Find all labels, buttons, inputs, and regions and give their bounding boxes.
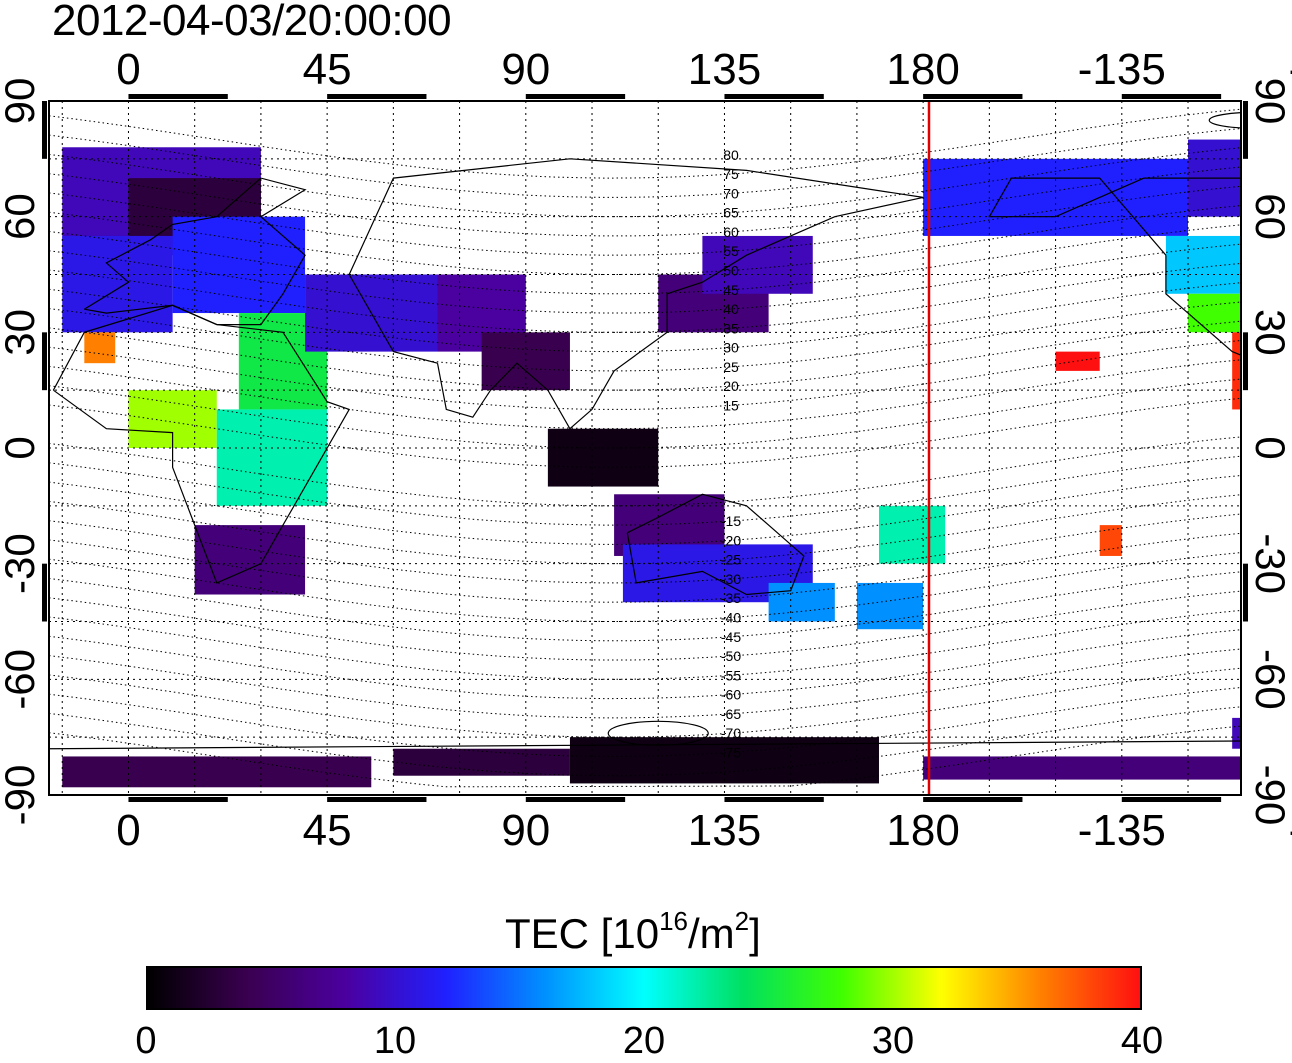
dip-contour-label: -40 [721, 610, 741, 626]
dip-contour-label: -65 [721, 706, 741, 722]
top-lon-label: 90 [501, 45, 550, 94]
right-lat-label: 0 [1247, 436, 1292, 459]
coastline [52, 304, 351, 584]
tec-patch [1188, 293, 1241, 333]
tec-patch [878, 505, 946, 564]
dip-contour-label: 40 [723, 301, 739, 317]
dip-contour-label: 20 [723, 378, 739, 394]
top-lon-label: -90 [1289, 45, 1292, 94]
tec-patch [62, 235, 173, 333]
tec-patches [62, 139, 1241, 788]
dip-contour-label: 75 [723, 166, 739, 182]
dip-contour-label: -70 [721, 725, 741, 741]
right-lat-label: -60 [1247, 649, 1292, 710]
dip-contour-label: 70 [723, 185, 739, 201]
top-lon-label: 45 [303, 45, 352, 94]
left-lat-label: 0 [0, 436, 43, 459]
tec-patch [393, 748, 570, 776]
right-lat-label: 30 [1247, 309, 1292, 356]
dip-contour-label: -60 [721, 687, 741, 703]
lat-lon-grid [49, 101, 1241, 795]
map-frame [48, 100, 1242, 796]
colorbar-tick-30: 30 [871, 1020, 915, 1062]
tec-patch [216, 409, 328, 506]
top-lon-label: 180 [886, 45, 959, 94]
tec-patch [62, 756, 372, 788]
dip-contour-label: -20 [721, 532, 741, 548]
top-lon-label: 0 [116, 45, 140, 94]
left-lat-label: -60 [0, 649, 43, 710]
dip-contour-label: 55 [723, 243, 739, 259]
colorbar-tick-40: 40 [1120, 1020, 1164, 1062]
tec-patch [1099, 525, 1122, 556]
right-lat-label: -90 [1247, 765, 1292, 826]
right-latitude-labels: 90 60 30 0 -30 -60 -90 [1247, 78, 1292, 826]
dip-contour-label: -75 [721, 744, 741, 760]
left-latitude-labels: 90 60 30 0 -30 -60 -90 [0, 78, 43, 826]
dip-contour-label: 80 [723, 147, 739, 163]
tec-patch [1165, 235, 1241, 294]
tec-patch [856, 582, 924, 630]
tec-patch [923, 756, 1241, 780]
bottom-lon-label: -90 [1289, 806, 1292, 855]
dip-contour-label: -55 [721, 667, 741, 683]
dip-contour-label: -45 [721, 629, 741, 645]
coastline [1208, 112, 1241, 129]
colorbar-tick-20: 20 [622, 1020, 666, 1062]
dip-contour-label: -35 [721, 590, 741, 606]
dip-contour-label: -25 [721, 552, 741, 568]
dip-contour-label: 65 [723, 205, 739, 221]
right-lat-label: 60 [1247, 193, 1292, 240]
tec-patch [84, 332, 116, 364]
dip-contour-label: -30 [721, 571, 741, 587]
tec-patch [547, 428, 659, 487]
dip-contour-label: -50 [721, 648, 741, 664]
dip-contour-label: 50 [723, 263, 739, 279]
coastline [607, 720, 709, 746]
bottom-lon-label: 180 [886, 806, 959, 855]
frame-ticks [42, 94, 1248, 802]
dip-contour-label: -15 [721, 513, 741, 529]
tec-patch [172, 216, 306, 314]
dip-contour-label: 30 [723, 340, 739, 356]
tec-patch [1232, 332, 1241, 410]
left-lat-label: 90 [0, 78, 43, 125]
bottom-lon-label: 90 [501, 806, 550, 855]
tec-patch [194, 525, 306, 595]
top-lon-label: -135 [1078, 45, 1166, 94]
coastline [626, 493, 805, 596]
colorbar-tick-10: 10 [373, 1020, 417, 1062]
dip-contour-label: 60 [723, 224, 739, 240]
tec-map: 80 75 70 65 60 55 50 45 40 35 30 25 20 15 -15 -20 -25 -30… [0, 45, 1292, 855]
colorbar-title: TEC [1016/m2] [505, 906, 761, 957]
right-lat-label: -30 [1247, 533, 1292, 594]
left-lat-label: -90 [0, 765, 43, 826]
tec-patch [1232, 717, 1241, 749]
dip-contour-label: 25 [723, 359, 739, 375]
right-lat-label: 90 [1247, 78, 1292, 125]
colorbar-tick-0: 0 [135, 1020, 157, 1062]
coastline [348, 158, 924, 430]
tec-colorbar [146, 966, 1142, 1010]
left-lat-label: 60 [0, 193, 43, 240]
top-lon-label: 135 [688, 45, 761, 94]
map-title: 2012-04-03/20:00:00 [52, 0, 452, 45]
bottom-lon-label: 45 [303, 806, 352, 855]
left-lat-label: 30 [0, 309, 43, 356]
dip-contour-label: 35 [723, 320, 739, 336]
dip-contour-labels: 80 75 70 65 60 55 50 45 40 35 30 25 20 15 -15 -20 -25 -30… [721, 147, 741, 761]
bottom-lon-label: 135 [688, 806, 761, 855]
dip-contour-label: 15 [723, 397, 739, 413]
tec-patch [702, 235, 813, 294]
dip-contour-label: 45 [723, 282, 739, 298]
bottom-lon-label: -135 [1078, 806, 1166, 855]
tec-patch [768, 582, 835, 622]
left-lat-label: -30 [0, 533, 43, 594]
bottom-lon-label: 0 [116, 806, 140, 855]
